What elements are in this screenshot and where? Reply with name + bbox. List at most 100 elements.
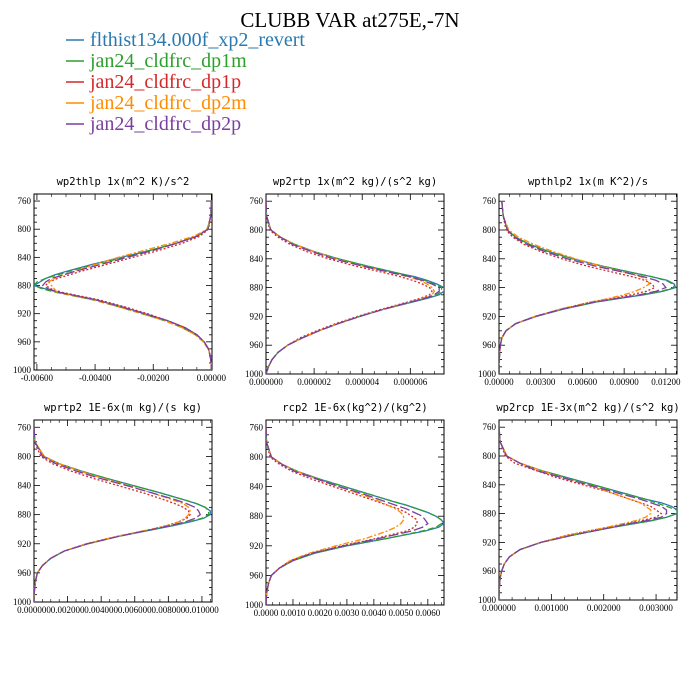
- series-line: [47, 201, 212, 370]
- x-tick-label: 0.000004: [345, 377, 379, 387]
- plot-frame: [33, 419, 213, 603]
- y-tick-label: 840: [18, 252, 32, 262]
- x-tick-label: 0.000000: [482, 603, 516, 613]
- series-line: [34, 427, 211, 602]
- panel-title: rcp2 1E-6x(kg^2)/(kg^2): [282, 402, 427, 414]
- series-line: [34, 427, 210, 602]
- y-tick-label: 1000: [245, 369, 264, 379]
- y-tick-label: 920: [18, 539, 32, 549]
- y-tick-label: 880: [250, 283, 264, 293]
- y-tick-label: 920: [483, 537, 497, 547]
- series-line: [266, 201, 440, 374]
- chart-panel: rcp2 1E-6x(kg^2)/(kg^2) 760 800 840 880 920 96…: [245, 402, 445, 618]
- series-line: [499, 201, 656, 374]
- x-tick-label: 0.0010: [281, 608, 306, 618]
- y-tick-label: 920: [250, 541, 264, 551]
- x-tick-label: 0.002000: [51, 605, 85, 615]
- x-tick-label: 0.008000: [151, 605, 185, 615]
- x-tick-label: 0.00900: [610, 377, 640, 387]
- series-line: [266, 427, 444, 605]
- chart-panel: wp2rcp 1E-3x(m^2 kg)/(s^2 kg) 760 800 840 88…: [478, 402, 680, 613]
- figure-title: CLUBB VAR at275E,-7N: [240, 8, 459, 32]
- series-line: [266, 201, 436, 374]
- y-tick-label: 760: [250, 422, 264, 432]
- series-line: [499, 201, 650, 374]
- chart-panel: wpthlp2 1x(m K^2)/s 760 800 840 880 920 960 100…: [478, 176, 681, 387]
- y-tick-label: 1000: [478, 595, 497, 605]
- x-tick-label: -0.00200: [137, 373, 170, 383]
- series-line: [499, 427, 652, 600]
- x-tick-label: 0.000000: [17, 605, 51, 615]
- x-tick-label: 0.01200: [651, 377, 681, 387]
- plot-frame: [265, 193, 445, 375]
- x-tick-label: 0.002000: [587, 603, 621, 613]
- plot-frame: [498, 193, 678, 375]
- series-line: [266, 201, 433, 374]
- x-tick-label: 0.0000: [254, 608, 279, 618]
- y-tick-label: 1000: [245, 600, 264, 610]
- panel-title: wpthlp2 1x(m K^2)/s: [528, 176, 648, 188]
- y-tick-label: 1000: [13, 365, 32, 375]
- panels: wp2thlp 1x(m^2 K)/s^2 760 800 840 880 920 960 1…: [13, 176, 681, 618]
- y-tick-label: 800: [483, 451, 497, 461]
- y-tick-label: 960: [18, 568, 32, 578]
- x-tick-label: -0.00400: [79, 373, 112, 383]
- y-tick-label: 840: [483, 254, 497, 264]
- legend-entry: jan24_cldfrc_dp1p: [89, 71, 241, 93]
- series-line: [266, 427, 429, 605]
- legend-entry: flthist134.000f_xp2_revert: [90, 29, 305, 51]
- y-tick-label: 880: [483, 509, 497, 519]
- series-line: [266, 201, 444, 374]
- series-line: [266, 427, 405, 605]
- x-tick-label: 0.006000: [118, 605, 152, 615]
- series-line: [499, 427, 663, 600]
- series-line: [266, 427, 418, 605]
- y-tick-label: 880: [18, 510, 32, 520]
- series-line: [34, 201, 212, 370]
- y-tick-label: 800: [18, 451, 32, 461]
- y-tick-label: 1000: [13, 597, 32, 607]
- chart-panel: wp2thlp 1x(m^2 K)/s^2 760 800 840 880 920 960 1…: [13, 176, 227, 383]
- y-tick-label: 760: [483, 422, 497, 432]
- x-tick-label: 0.003000: [639, 603, 673, 613]
- y-tick-label: 800: [250, 225, 264, 235]
- y-tick-label: 840: [250, 254, 264, 264]
- chart-panel: wp2rtp 1x(m^2 kg)/(s^2 kg) 760 800 840 880 92…: [245, 176, 445, 387]
- x-tick-label: 0.000002: [297, 377, 331, 387]
- series-line: [34, 427, 191, 602]
- y-tick-label: 1000: [478, 369, 497, 379]
- series-line: [34, 201, 212, 370]
- x-tick-label: 0.00300: [526, 377, 556, 387]
- y-tick-label: 840: [250, 482, 264, 492]
- panel-title: wp2rcp 1E-3x(m^2 kg)/(s^2 kg): [496, 402, 679, 414]
- y-tick-label: 920: [250, 311, 264, 321]
- y-tick-label: 920: [483, 311, 497, 321]
- x-tick-label: 0.0030: [335, 608, 360, 618]
- x-tick-label: 0.004000: [84, 605, 118, 615]
- series-line: [266, 427, 442, 605]
- plot-frame: [33, 193, 213, 371]
- y-tick-label: 920: [18, 309, 32, 319]
- y-tick-label: 840: [18, 481, 32, 491]
- x-tick-label: 0.00600: [568, 377, 598, 387]
- y-tick-label: 960: [18, 337, 32, 347]
- y-tick-label: 880: [250, 511, 264, 521]
- x-tick-label: 0.00000: [197, 373, 227, 383]
- series-line: [499, 201, 667, 374]
- series-line: [266, 201, 443, 374]
- x-tick-label: 0.0040: [362, 608, 387, 618]
- series-line: [499, 201, 676, 374]
- series-line: [34, 427, 191, 602]
- y-tick-label: 800: [250, 452, 264, 462]
- y-tick-label: 880: [18, 281, 32, 291]
- y-tick-label: 840: [483, 480, 497, 490]
- x-tick-label: 0.000006: [393, 377, 427, 387]
- legend-entry: jan24_cldfrc_dp2m: [89, 92, 247, 114]
- series-line: [44, 201, 212, 370]
- legend: flthist134.000f_xp2_revert jan24_cldfrc_d…: [66, 29, 305, 135]
- y-tick-label: 880: [483, 283, 497, 293]
- y-tick-label: 960: [250, 570, 264, 580]
- series-line: [41, 201, 212, 370]
- series-line: [34, 427, 202, 602]
